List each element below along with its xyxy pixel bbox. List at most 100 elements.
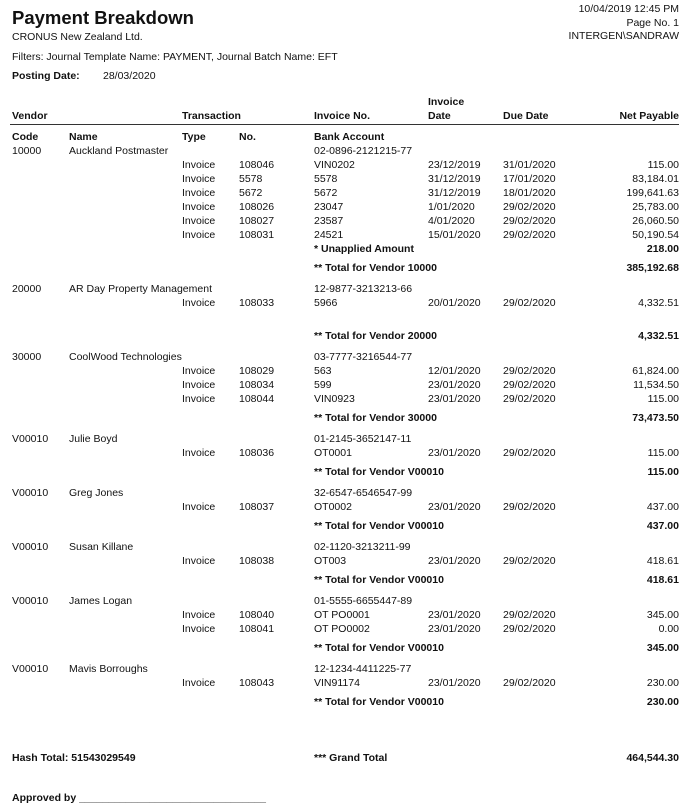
invoice-no: OT003	[314, 555, 347, 567]
transaction-type: Invoice	[182, 297, 216, 309]
invoice-no: 23047	[314, 201, 344, 213]
transaction-row: Invoice 108038 OT003 23/01/2020 29/02/2020 41…	[0, 554, 689, 568]
col-type: Type	[182, 131, 206, 143]
transaction-no: 108046	[239, 159, 275, 171]
col-net-payable: Net Payable	[619, 110, 679, 122]
net-payable: 25,783.00	[632, 201, 679, 213]
net-payable: 437.00	[646, 501, 679, 513]
company-name: CRONUS New Zealand Ltd.	[12, 31, 143, 43]
header-rule	[10, 124, 679, 125]
invoice-no: 24521	[314, 229, 344, 241]
vendor-total-row: ** Total for Vendor 30000 73,473.50	[0, 411, 689, 425]
col-transaction: Transaction	[182, 110, 241, 122]
net-payable: 50,190.54	[632, 229, 679, 241]
vendor-block: V00010 Julie Boyd 01-2145-3652147-11 Invoic…	[0, 432, 689, 479]
vendor-code: V00010	[12, 487, 49, 499]
transaction-no: 108031	[239, 229, 275, 241]
vendor-row: V00010 Greg Jones 32-6547-6546547-99	[0, 486, 689, 500]
col-due-date: Due Date	[503, 110, 549, 122]
vendor-block: 30000 CoolWood Technologies 03-7777-321654…	[0, 350, 689, 425]
invoice-no: VIN91174	[314, 677, 360, 689]
due-date: 18/01/2020	[503, 187, 556, 199]
due-date: 29/02/2020	[503, 215, 556, 227]
invoice-no: OT0002	[314, 501, 352, 513]
transaction-no: 108044	[239, 393, 275, 405]
due-date: 29/02/2020	[503, 393, 556, 405]
transaction-no: 108033	[239, 297, 275, 309]
vendor-code: 20000	[12, 283, 42, 295]
invoice-no: OT PO0002	[314, 623, 370, 635]
col-no: No.	[239, 131, 256, 143]
invoice-date: 23/01/2020	[428, 447, 481, 459]
invoice-no: 563	[314, 365, 332, 377]
transaction-row: Invoice 108043 VIN91174 23/01/2020 29/02/202…	[0, 676, 689, 690]
transaction-type: Invoice	[182, 555, 216, 567]
transaction-type: Invoice	[182, 379, 216, 391]
invoice-no: 23587	[314, 215, 344, 227]
transaction-row: Invoice 108029 563 12/01/2020 29/02/2020 61,8…	[0, 364, 689, 378]
vendor-total-label: ** Total for Vendor V00010	[314, 466, 444, 478]
vendor-total-value: 230.00	[646, 696, 679, 708]
vendor-row: 10000 Auckland Postmaster 02-0896-2121215-…	[0, 144, 689, 158]
transaction-row: Invoice 108031 24521 15/01/2020 29/02/2020 50…	[0, 228, 689, 242]
bank-account: 12-1234-4411225-77	[314, 663, 412, 675]
vendor-block: 10000 Auckland Postmaster 02-0896-2121215-…	[0, 144, 689, 275]
transaction-row: Invoice 108041 OT PO0002 23/01/2020 29/02/20…	[0, 622, 689, 636]
transaction-row: Invoice 5672 5672 31/12/2019 18/01/2020 199,6…	[0, 186, 689, 200]
vendor-row: V00010 James Logan 01-5555-6655447-89	[0, 594, 689, 608]
invoice-date: 23/01/2020	[428, 379, 481, 391]
vendor-name: Mavis Borroughs	[69, 663, 148, 675]
transaction-row: Invoice 108027 23587 4/01/2020 29/02/2020 26,…	[0, 214, 689, 228]
net-payable: 11,534.50	[633, 379, 679, 391]
net-payable: 4,332.51	[638, 297, 679, 309]
vendor-total-row: ** Total for Vendor V00010 345.00	[0, 641, 689, 655]
col-invoice-date-line2: Date	[428, 110, 451, 122]
col-bank-account: Bank Account	[314, 131, 385, 143]
transaction-type: Invoice	[182, 677, 216, 689]
invoice-no: 5672	[314, 187, 338, 199]
col-invoice-no: Invoice No.	[314, 110, 371, 122]
approved-by-line: Approved by ____________________________…	[12, 792, 266, 804]
report-title: Payment Breakdown	[12, 7, 194, 28]
invoice-date: 23/01/2020	[428, 677, 481, 689]
report-datetime: 10/04/2019 12:45 PM	[578, 3, 679, 15]
transaction-type: Invoice	[182, 623, 216, 635]
vendor-total-row: ** Total for Vendor V00010 115.00	[0, 465, 689, 479]
transaction-no: 108037	[239, 501, 275, 513]
vendor-block: V00010 Mavis Borroughs 12-1234-4411225-77 I…	[0, 662, 689, 709]
vendor-block: V00010 Greg Jones 32-6547-6546547-99 Invoic…	[0, 486, 689, 533]
vendor-row: V00010 Susan Killane 02-1120-3213211-99	[0, 540, 689, 554]
col-invoice-date-line1: Invoice	[428, 96, 465, 108]
vendor-code: V00010	[12, 541, 49, 553]
transaction-row: Invoice 108036 OT0001 23/01/2020 29/02/2020 1…	[0, 446, 689, 460]
vendor-name: CoolWood Technologies	[69, 351, 182, 363]
invoice-date: 4/01/2020	[428, 215, 475, 227]
due-date: 29/02/2020	[503, 623, 556, 635]
net-payable: 83,184.01	[632, 173, 679, 185]
due-date: 31/01/2020	[503, 159, 556, 171]
invoice-date: 12/01/2020	[428, 365, 481, 377]
due-date: 29/02/2020	[503, 555, 556, 567]
unapplied-row: * Unapplied Amount 218.00	[0, 242, 689, 256]
net-payable: 0.00	[658, 623, 679, 635]
filters-text: Filters: Journal Template Name: PAYMENT,…	[12, 51, 338, 63]
transaction-no: 5578	[239, 173, 263, 185]
invoice-date: 23/01/2020	[428, 393, 481, 405]
net-payable: 115.00	[647, 393, 679, 405]
bank-account: 02-0896-2121215-77	[314, 145, 413, 157]
net-payable: 418.61	[646, 555, 679, 567]
transaction-row: Invoice 108034 599 23/01/2020 29/02/2020 11,5…	[0, 378, 689, 392]
due-date: 17/01/2020	[503, 173, 556, 185]
invoice-date: 31/12/2019	[428, 173, 481, 185]
vendor-total-label: ** Total for Vendor V00010	[314, 642, 444, 654]
net-payable: 26,060.50	[632, 215, 679, 227]
col-code: Code	[12, 131, 39, 143]
transaction-type: Invoice	[182, 393, 216, 405]
transaction-type: Invoice	[182, 447, 216, 459]
vendor-total-value: 418.61	[646, 574, 679, 586]
due-date: 29/02/2020	[503, 447, 556, 459]
transaction-row: Invoice 108026 23047 1/01/2020 29/02/2020 25,…	[0, 200, 689, 214]
transaction-no: 5672	[239, 187, 263, 199]
invoice-no: 5578	[314, 173, 338, 185]
due-date: 29/02/2020	[503, 229, 556, 241]
